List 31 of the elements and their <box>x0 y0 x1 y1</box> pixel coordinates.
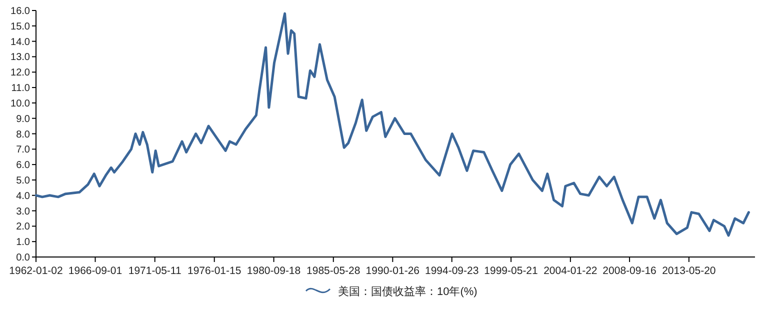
x-tick-label: 1994-09-23 <box>424 265 479 277</box>
y-tick-label: 8.0 <box>16 129 30 140</box>
legend-label: 美国：国债收益率：10年(%) <box>338 285 478 298</box>
y-tick-label: 0.0 <box>16 252 30 264</box>
y-tick-label: 16.0 <box>10 6 30 17</box>
y-tick-label: 2.0 <box>16 222 30 233</box>
y-tick-label: 1.0 <box>16 237 30 248</box>
y-tick-label: 15.0 <box>10 21 30 32</box>
x-tick-label: 1976-01-15 <box>187 265 242 277</box>
y-tick-label: 4.0 <box>16 190 30 202</box>
y-tick-label: 7.0 <box>16 144 30 156</box>
x-tick-label: 1985-05-28 <box>306 265 360 277</box>
y-tick-label: 10.0 <box>10 98 30 110</box>
x-tick-label: 1980-09-18 <box>246 265 301 277</box>
y-tick-label: 5.0 <box>16 175 30 186</box>
x-tick-label: 2013-05-20 <box>662 265 716 277</box>
x-tick-label: 1971-05-11 <box>128 265 182 277</box>
y-tick-label: 3.0 <box>16 206 30 218</box>
y-tick-label: 12.0 <box>10 68 30 79</box>
y-tick-label: 13.0 <box>10 52 30 64</box>
y-tick-label: 11.0 <box>11 83 30 94</box>
y-tick-label: 14.0 <box>10 36 30 48</box>
x-tick-label: 1999-05-21 <box>484 265 538 277</box>
x-tick-label: 1962-01-02 <box>9 265 64 277</box>
y-tick-label: 9.0 <box>16 114 30 125</box>
x-tick-label: 2008-09-16 <box>602 265 657 277</box>
x-tick-label: 2004-01-22 <box>544 265 598 277</box>
legend: 美国：国债收益率：10年(%) <box>306 286 478 298</box>
x-tick-label: 1966-09-01 <box>68 265 122 277</box>
y-tick-label: 6.0 <box>16 160 30 172</box>
x-tick-label: 1990-01-26 <box>366 265 420 277</box>
